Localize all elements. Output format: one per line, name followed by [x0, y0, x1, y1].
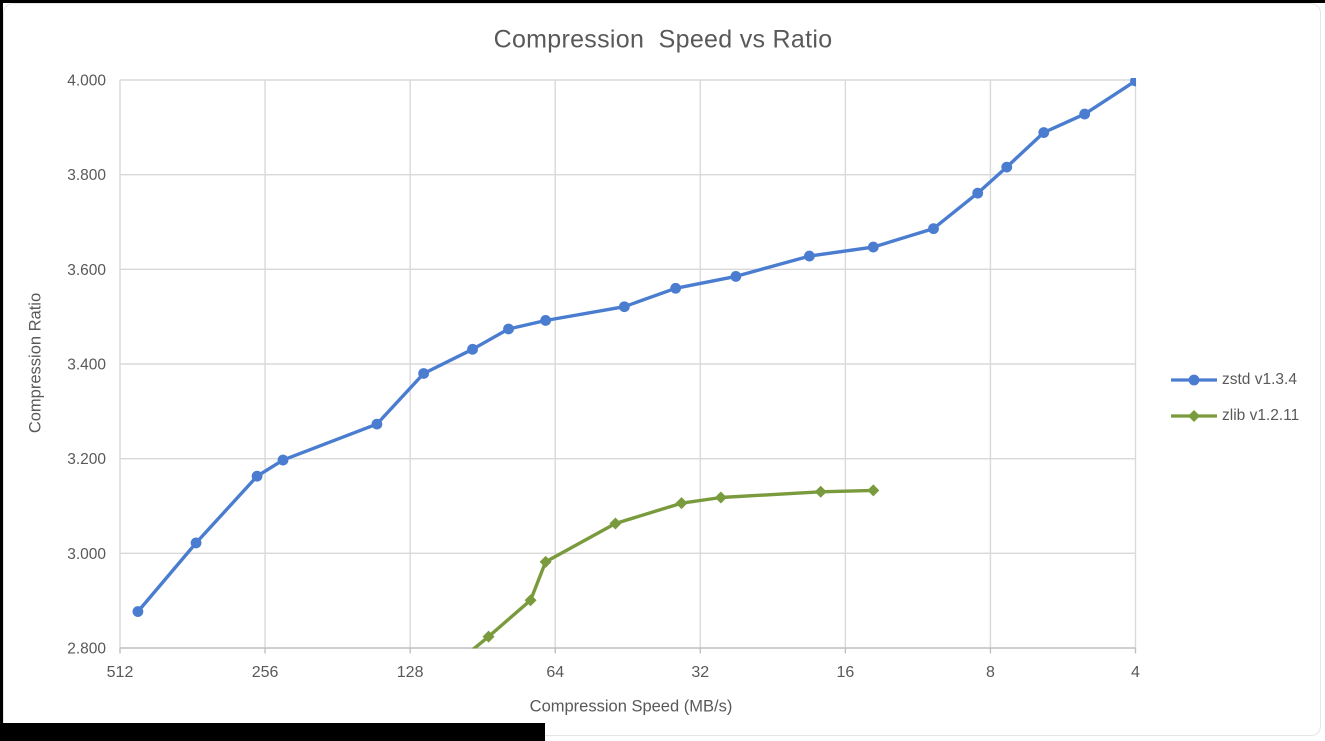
legend-item-zstd-v1-3-4: zstd v1.3.4	[1171, 369, 1299, 390]
legend: zstd v1.3.4 zlib v1.2.11	[1171, 369, 1299, 426]
data-point-marker	[618, 301, 630, 313]
data-point-marker	[540, 315, 552, 326]
data-point-marker	[1130, 78, 1136, 87]
y-axis-title: Compression Ratio	[26, 292, 45, 434]
x-axis-title: Compression Speed (MB/s)	[529, 697, 733, 716]
data-point-marker	[867, 241, 879, 253]
x-tick-label: 16	[836, 664, 854, 681]
x-tick-label: 4	[1131, 664, 1140, 681]
data-point-marker	[132, 606, 144, 617]
data-point-marker	[1001, 161, 1013, 173]
data-point-marker	[467, 343, 478, 355]
x-tick-labels: 512 256 128 64 32 16 8 4	[107, 664, 1140, 681]
data-point-marker	[539, 555, 552, 568]
legend-label: zstd v1.3.4	[1222, 370, 1297, 388]
data-point-marker	[972, 187, 984, 199]
y-tick-labels: 4.000 3.800 3.600 3.400 3.200 3.000 2.800	[67, 73, 106, 658]
screenshot-border-bottom-left	[0, 723, 545, 741]
x-tick-label: 64	[546, 664, 564, 681]
x-tick-label: 32	[691, 664, 709, 681]
x-axis	[119, 647, 1137, 654]
x-tick-label: 8	[986, 664, 995, 681]
screenshot-border-top	[0, 0, 1325, 3]
data-point-marker	[371, 418, 383, 430]
gridlines	[119, 79, 1137, 648]
y-tick-label: 3.400	[67, 357, 106, 374]
series-line-zstd-v1-3-4	[136, 79, 1136, 614]
legend-label: zlib v1.2.11	[1222, 406, 1300, 424]
data-point-marker	[730, 271, 742, 282]
data-point-marker	[251, 470, 263, 482]
data-point-marker	[1079, 108, 1091, 120]
data-point-marker	[190, 537, 202, 549]
y-tick-label: 3.200	[67, 451, 106, 468]
screenshot-border-left	[0, 0, 3, 741]
circle-line-swatch-icon	[1171, 374, 1217, 385]
data-point-marker	[418, 368, 430, 379]
data-point-marker	[928, 223, 939, 235]
data-point-marker	[714, 491, 727, 504]
y-tick-label: 3.000	[67, 546, 106, 563]
chart-title: Compression Speed vs Ratio	[493, 25, 833, 54]
x-tick-label: 512	[107, 664, 134, 681]
data-point-marker	[524, 594, 537, 607]
data-point-marker	[436, 669, 448, 681]
x-tick-label: 256	[252, 664, 279, 681]
data-point-marker	[670, 282, 682, 294]
diamond-line-swatch-icon	[1171, 409, 1217, 422]
data-point-marker	[814, 485, 827, 498]
y-tick-label: 4.000	[67, 73, 106, 90]
data-point-marker	[609, 517, 622, 530]
legend-item-zlib-v1-2-11: zlib v1.2.11	[1171, 405, 1299, 426]
series-zstd-v1-3-4	[132, 78, 1136, 617]
y-tick-label: 2.800	[67, 641, 106, 658]
series-zlib-v1-2-11	[436, 484, 880, 681]
x-tick-label: 128	[397, 664, 424, 681]
data-point-marker	[482, 630, 495, 643]
y-tick-label: 3.800	[67, 167, 106, 184]
data-point-marker	[503, 323, 514, 335]
data-point-marker	[675, 497, 688, 510]
data-point-marker	[867, 484, 880, 497]
data-point-marker	[277, 454, 289, 466]
chart-object-border	[3, 3, 1321, 736]
data-point-marker	[1038, 127, 1050, 138]
y-tick-label: 3.600	[67, 262, 106, 279]
data-point-marker	[803, 250, 815, 262]
